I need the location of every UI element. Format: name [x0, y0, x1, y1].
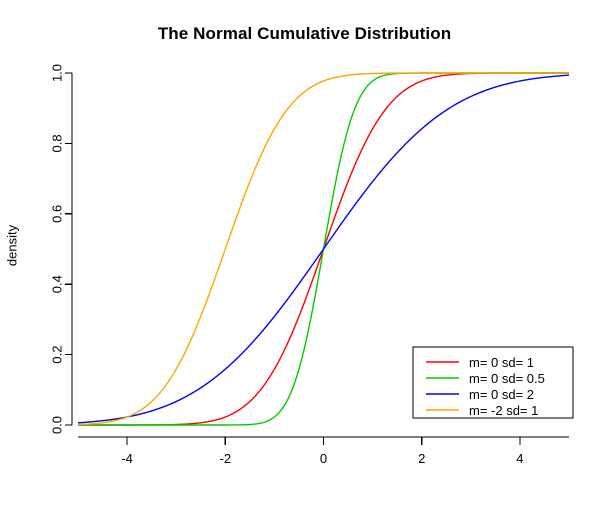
y-axis-tick-label: 0.6 [50, 205, 65, 223]
legend-label-3: m= -2 sd= 1 [469, 403, 538, 418]
y-axis-tick-label: 0.4 [50, 275, 65, 293]
curve-series-2 [77, 74, 570, 424]
x-axis-tick-label: -4 [121, 451, 133, 466]
x-axis-tick-label: 0 [320, 451, 327, 466]
axes: 0.0 0.2 0.4 0.6 0.8 1.0 -4 -2 0 2 4 [50, 64, 569, 466]
y-axis-tick-label: 0.0 [50, 416, 65, 434]
curve-series-group [77, 72, 570, 426]
y-axis-tick-label: 0.2 [50, 346, 65, 364]
chart-title: The Normal Cumulative Distribution [157, 24, 452, 43]
legend-label-1: m= 0 sd= 0.5 [469, 371, 545, 386]
x-axis-tick-label: -2 [220, 451, 232, 466]
legend-label-2: m= 0 sd= 2 [469, 387, 534, 402]
x-axis-tick-label: 2 [418, 451, 425, 466]
legend[interactable]: m= 0 sd= 1m= 0 sd= 0.5m= 0 sd= 2m= -2 sd… [412, 346, 574, 419]
curve-series-3 [77, 72, 569, 426]
y-axis-tick-label: 1.0 [50, 64, 65, 82]
x-axis-tick-label: 4 [516, 451, 523, 466]
legend-box [412, 346, 574, 419]
legend-label-0: m= 0 sd= 1 [469, 355, 534, 370]
y-axis-tick-label: 0.8 [50, 134, 65, 152]
